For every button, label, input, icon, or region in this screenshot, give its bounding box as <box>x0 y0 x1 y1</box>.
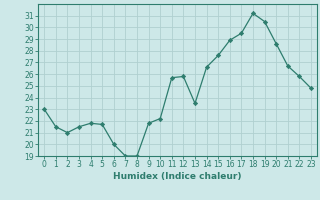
X-axis label: Humidex (Indice chaleur): Humidex (Indice chaleur) <box>113 172 242 181</box>
